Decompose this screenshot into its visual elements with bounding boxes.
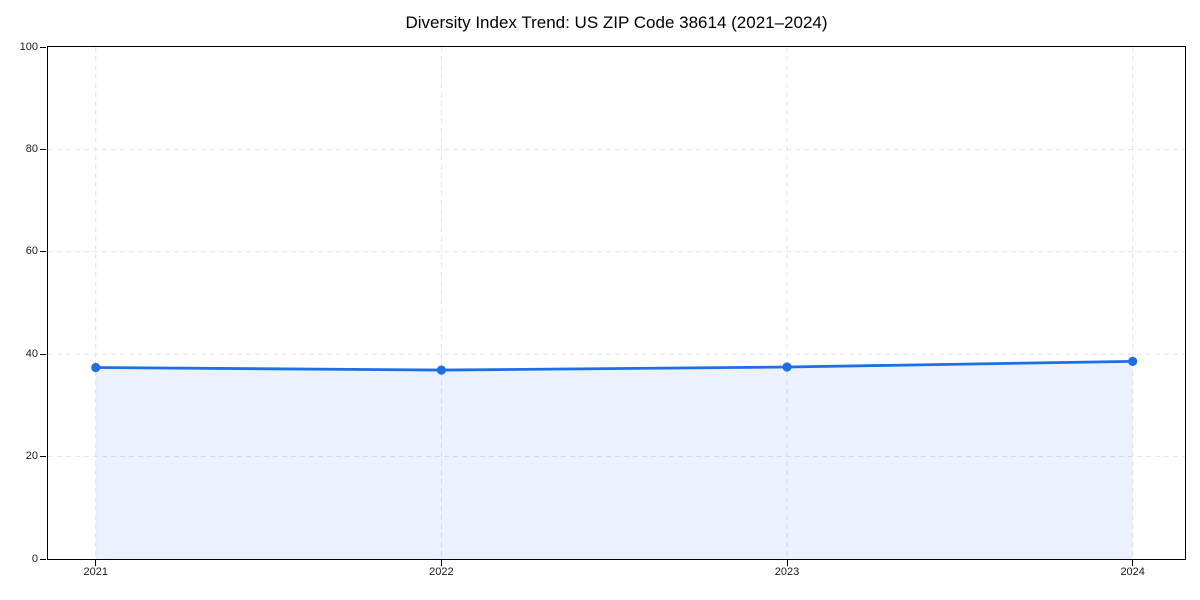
x-tick-label: 2023 (774, 566, 800, 578)
area-fill (95, 360, 1133, 559)
trend-line (93, 359, 1134, 371)
x-tick-mark (440, 560, 442, 566)
y-tick-label: 20 (25, 450, 38, 463)
data-point-marker (436, 364, 446, 375)
y-tick-mark (40, 558, 46, 560)
y-tick-mark (40, 456, 46, 458)
data-point-marker (90, 362, 100, 372)
x-tick-mark (1132, 560, 1134, 566)
data-point-marker (1127, 356, 1137, 366)
x-tick-label: 2021 (83, 566, 108, 578)
y-tick-label: 100 (19, 40, 38, 53)
chart-title: Diversity Index Trend: US ZIP Code 38614… (405, 13, 828, 32)
y-tick-label: 40 (25, 347, 38, 360)
line-area-plot-canvas (47, 46, 1185, 559)
y-tick-label: 60 (25, 245, 38, 258)
y-tick-label: 0 (31, 552, 38, 565)
y-tick-mark (40, 353, 46, 355)
x-tick-label: 2022 (429, 566, 454, 578)
y-tick-mark (40, 46, 46, 48)
x-tick-mark (95, 560, 97, 566)
y-tick-mark (40, 251, 46, 253)
y-tick-label: 80 (25, 142, 38, 155)
x-tick-mark (786, 560, 788, 566)
data-point-marker (781, 361, 792, 372)
plot-area (46, 45, 1186, 560)
x-tick-label: 2024 (1120, 566, 1145, 578)
y-tick-mark (40, 148, 46, 150)
